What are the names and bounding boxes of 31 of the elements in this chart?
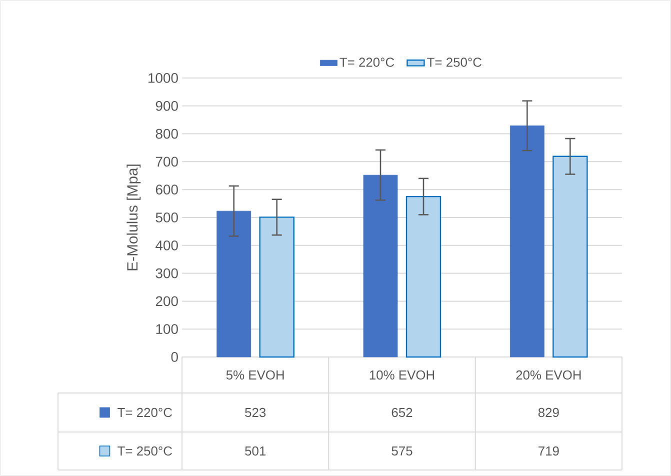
x-tick-label: 20% EVOH: [516, 370, 581, 380]
data-label: 719: [538, 446, 559, 456]
y-tick-label: 800: [156, 128, 178, 139]
y-tick-label: 300: [156, 268, 178, 278]
text: T= 250°C: [118, 446, 172, 456]
bar: [216, 210, 252, 358]
data-label: 501: [245, 446, 266, 456]
y-tick-label: 700: [156, 156, 178, 167]
bar: [259, 216, 294, 358]
y-tick-label: 0: [171, 352, 178, 362]
bar: [552, 156, 588, 358]
y-axis-title: E-Molulus [Mpa]: [126, 164, 141, 270]
y-tick-label: 100: [156, 324, 178, 334]
bar: [363, 174, 398, 358]
data-label: 575: [392, 446, 412, 456]
bar: [510, 125, 544, 358]
legend-label: T= 220°C: [340, 58, 394, 67]
y-tick-label: 500: [156, 212, 178, 222]
data-label: 829: [538, 408, 559, 418]
y-tick-label: 900: [156, 100, 178, 111]
bar: [406, 196, 442, 358]
x-tick-label: 5% EVOH: [226, 370, 284, 380]
y-tick-label: 400: [156, 240, 178, 250]
text: T= 220°C: [118, 408, 172, 418]
data-label: 652: [392, 408, 412, 418]
y-tick-label: 200: [156, 296, 178, 306]
legend-label: T= 250°C: [427, 58, 482, 67]
data-label: 523: [245, 408, 266, 418]
y-tick-label: 600: [156, 184, 178, 195]
y-tick-label: 1000: [148, 73, 178, 83]
x-tick-label: 10% EVOH: [370, 370, 434, 380]
